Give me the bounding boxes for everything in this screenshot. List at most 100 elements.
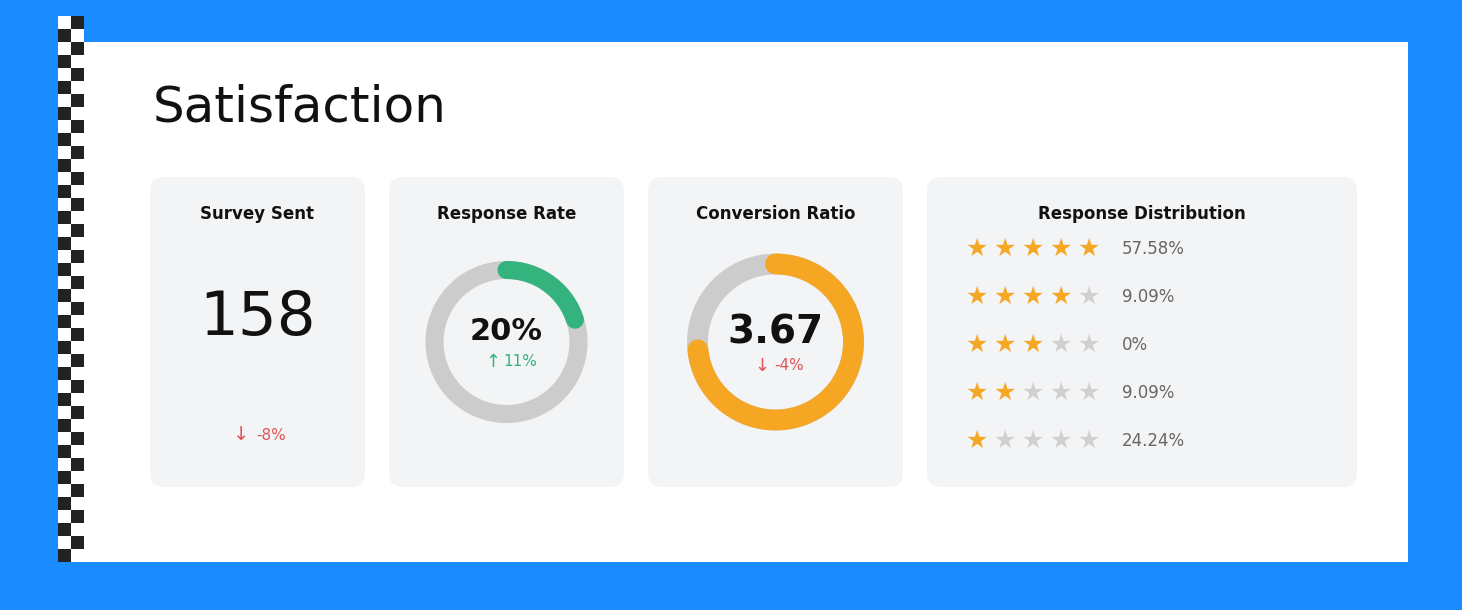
Bar: [72, 432, 83, 445]
FancyBboxPatch shape: [648, 177, 904, 487]
FancyBboxPatch shape: [83, 42, 1408, 562]
Text: ★: ★: [1020, 333, 1044, 357]
Text: ★: ★: [965, 429, 987, 453]
Text: ★: ★: [965, 285, 987, 309]
Bar: [72, 172, 83, 185]
Bar: [72, 185, 83, 198]
Bar: [72, 445, 83, 458]
FancyBboxPatch shape: [927, 177, 1357, 487]
Bar: [72, 159, 83, 172]
Bar: [72, 133, 83, 146]
Text: Response Distribution: Response Distribution: [1038, 205, 1246, 223]
Text: ↓: ↓: [234, 426, 250, 445]
Bar: [58, 172, 72, 185]
Text: ★: ★: [1077, 429, 1099, 453]
Text: ★: ★: [1077, 237, 1099, 261]
Bar: [58, 68, 72, 81]
Text: ★: ★: [965, 381, 987, 405]
Bar: [58, 146, 72, 159]
FancyBboxPatch shape: [389, 177, 624, 487]
Bar: [58, 237, 72, 250]
Bar: [72, 471, 83, 484]
Bar: [72, 289, 83, 302]
FancyBboxPatch shape: [58, 42, 1408, 562]
Bar: [72, 406, 83, 419]
Bar: [72, 328, 83, 341]
Bar: [58, 250, 72, 263]
Bar: [72, 484, 83, 497]
Bar: [72, 16, 83, 29]
Bar: [58, 289, 72, 302]
Bar: [72, 367, 83, 380]
Bar: [58, 419, 72, 432]
Text: ★: ★: [1077, 381, 1099, 405]
Text: ★: ★: [1050, 429, 1072, 453]
Text: ★: ★: [1050, 285, 1072, 309]
Bar: [72, 458, 83, 471]
Text: ★: ★: [993, 429, 1016, 453]
Bar: [72, 302, 83, 315]
Bar: [58, 263, 72, 276]
Bar: [72, 94, 83, 107]
Text: 24.24%: 24.24%: [1121, 432, 1186, 450]
Bar: [72, 55, 83, 68]
Bar: [58, 549, 72, 562]
Text: ★: ★: [1077, 333, 1099, 357]
Text: ★: ★: [1020, 429, 1044, 453]
Bar: [72, 198, 83, 211]
Bar: [72, 276, 83, 289]
Text: ↑: ↑: [485, 353, 500, 371]
Text: -8%: -8%: [257, 428, 287, 442]
Bar: [58, 185, 72, 198]
Bar: [58, 471, 72, 484]
Text: 20%: 20%: [469, 317, 542, 346]
Bar: [58, 133, 72, 146]
Bar: [72, 29, 83, 42]
Text: -4%: -4%: [775, 359, 804, 373]
Text: Survey Sent: Survey Sent: [200, 205, 314, 223]
Bar: [72, 237, 83, 250]
Bar: [58, 406, 72, 419]
Text: 9.09%: 9.09%: [1121, 384, 1174, 402]
Bar: [58, 367, 72, 380]
Bar: [72, 354, 83, 367]
Bar: [58, 458, 72, 471]
Bar: [58, 94, 72, 107]
Bar: [58, 393, 72, 406]
Text: ★: ★: [993, 381, 1016, 405]
Bar: [72, 107, 83, 120]
Bar: [58, 107, 72, 120]
Text: 57.58%: 57.58%: [1121, 240, 1184, 258]
Text: Satisfaction: Satisfaction: [154, 84, 447, 132]
Bar: [72, 42, 83, 55]
Bar: [58, 536, 72, 549]
Bar: [58, 55, 72, 68]
Text: ★: ★: [1050, 333, 1072, 357]
Bar: [58, 276, 72, 289]
Text: Conversion Ratio: Conversion Ratio: [696, 205, 855, 223]
Text: 3.67: 3.67: [728, 313, 823, 351]
Text: ★: ★: [965, 333, 987, 357]
Bar: [58, 302, 72, 315]
Bar: [72, 393, 83, 406]
Text: ★: ★: [1050, 237, 1072, 261]
Text: 158: 158: [199, 289, 316, 348]
Text: ★: ★: [993, 237, 1016, 261]
Bar: [58, 341, 72, 354]
Bar: [58, 380, 72, 393]
Bar: [58, 159, 72, 172]
Bar: [58, 484, 72, 497]
Text: ★: ★: [1020, 237, 1044, 261]
Bar: [72, 211, 83, 224]
Text: 11%: 11%: [503, 354, 538, 370]
Bar: [58, 29, 72, 42]
Bar: [58, 81, 72, 94]
Bar: [72, 510, 83, 523]
FancyBboxPatch shape: [151, 177, 366, 487]
Bar: [58, 16, 72, 29]
Text: ★: ★: [1020, 285, 1044, 309]
Bar: [58, 315, 72, 328]
Text: ★: ★: [1050, 381, 1072, 405]
Bar: [72, 497, 83, 510]
Bar: [72, 224, 83, 237]
